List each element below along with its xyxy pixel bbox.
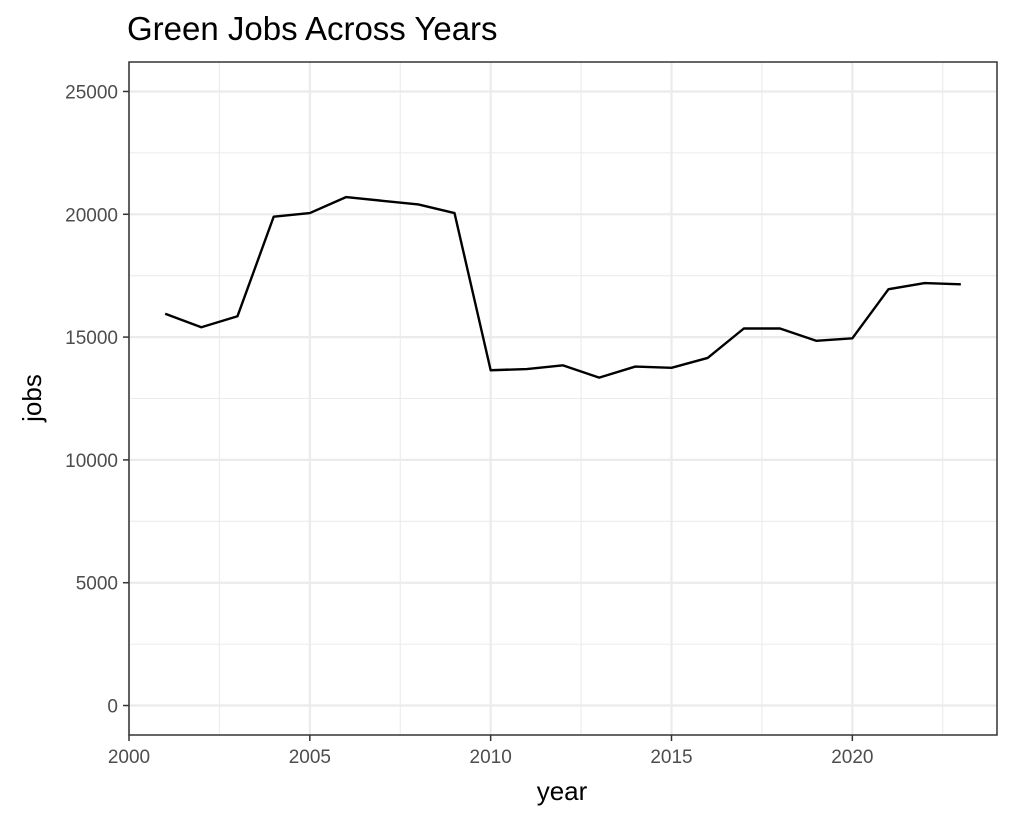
x-axis-title: year [537, 776, 588, 806]
y-tick-label: 5000 [76, 574, 118, 595]
x-tick-label: 2015 [650, 747, 692, 768]
y-tick-label: 20000 [65, 205, 118, 226]
y-tick-label: 0 [107, 697, 118, 718]
y-tick-label: 10000 [65, 451, 118, 472]
x-tick-label: 2005 [289, 747, 331, 768]
series-line [164, 195, 961, 379]
y-tick-label: 25000 [65, 82, 118, 103]
x-axis: 2000 2005 2010 2015 2020 [108, 735, 873, 768]
y-tick-label: 15000 [65, 328, 118, 349]
chart-title: Green Jobs Across Years [127, 10, 498, 47]
x-tick-label: 2010 [470, 747, 512, 768]
y-axis: 0 5000 10000 15000 20000 25000 [65, 82, 129, 718]
x-tick-label: 2000 [108, 747, 150, 768]
x-tick-label: 2020 [831, 747, 873, 768]
y-axis-title: jobs [17, 374, 47, 423]
series-layer [164, 195, 961, 379]
panel-border [128, 61, 998, 736]
